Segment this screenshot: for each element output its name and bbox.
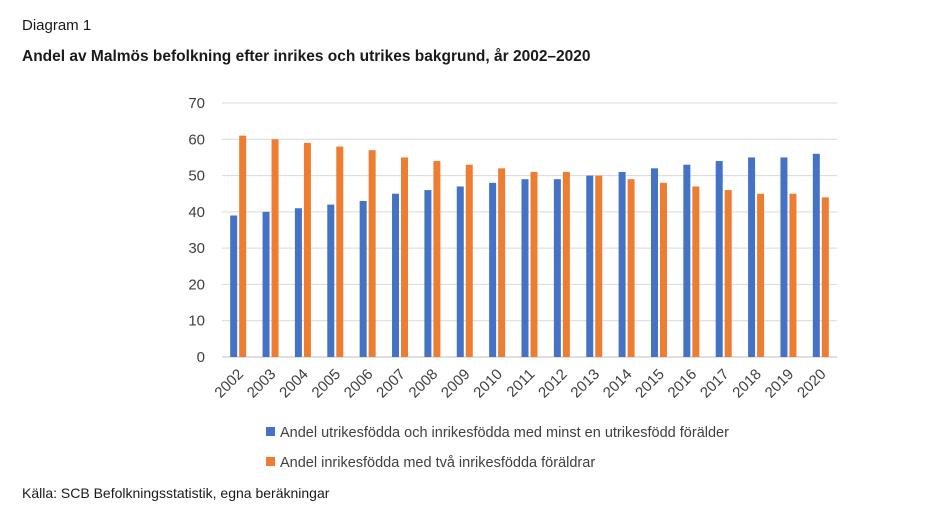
bar-foreign-background-2013 (586, 175, 594, 357)
gridlines (222, 102, 837, 358)
x-tick-label: 2018 (729, 366, 765, 402)
bar-foreign-background-2017 (715, 161, 723, 357)
legend-swatch (266, 457, 275, 466)
x-tick-label: 2007 (373, 366, 409, 402)
bar-foreign-background-2005 (327, 204, 335, 357)
x-tick-label: 2019 (762, 366, 798, 402)
x-tick-label: 2003 (244, 366, 280, 402)
x-tick-label: 2017 (697, 366, 733, 402)
x-tick-label: 2005 (308, 366, 344, 402)
y-tick-label: 50 (188, 168, 205, 185)
y-tick-label: 0 (197, 349, 205, 366)
bar-foreign-background-2010 (489, 182, 497, 357)
y-tick-label: 60 (188, 131, 205, 148)
bar-foreign-background-2018 (748, 157, 756, 357)
y-tick-label: 20 (188, 276, 205, 293)
bar-swedish-background-2007 (401, 157, 409, 357)
bar-swedish-background-2004 (303, 142, 311, 357)
bar-foreign-background-2016 (683, 164, 691, 357)
y-axis-ticks: 0 10 20 30 40 50 60 70 (188, 95, 205, 366)
legend: Andel utrikesfödda och inrikesfödda med … (266, 425, 729, 471)
bar-foreign-background-2008 (424, 190, 432, 357)
bar-foreign-background-2019 (780, 157, 788, 357)
bar-swedish-background-2020 (821, 197, 829, 357)
y-tick-label: 10 (188, 313, 205, 330)
x-tick-label: 2020 (794, 366, 830, 402)
bar-foreign-background-2012 (553, 179, 561, 357)
source-note: Källa: SCB Befolkningsstatistik, egna be… (22, 485, 330, 501)
bar-foreign-background-2006 (359, 200, 367, 357)
bar-foreign-background-2007 (392, 193, 400, 357)
bar-swedish-background-2012 (562, 171, 570, 357)
bar-foreign-background-2002 (230, 215, 238, 357)
bar-foreign-background-2009 (456, 186, 464, 357)
bar-foreign-background-2003 (262, 211, 270, 357)
chart-title: Andel av Malmös befolkning efter inrikes… (22, 48, 591, 65)
y-tick-label: 30 (188, 240, 205, 257)
x-tick-label: 2013 (567, 366, 603, 402)
bar-foreign-background-2014 (618, 171, 626, 357)
x-tick-label: 2011 (503, 366, 538, 401)
bar-swedish-background-2002 (239, 135, 247, 357)
x-tick-label: 2016 (665, 366, 701, 402)
x-tick-label: 2004 (276, 366, 312, 402)
figure-label: Diagram 1 (22, 17, 92, 34)
bar-swedish-background-2010 (498, 168, 506, 357)
bar-swedish-background-2018 (757, 193, 765, 357)
x-tick-label: 2012 (535, 366, 571, 402)
bars (230, 135, 829, 357)
bar-foreign-background-2011 (521, 179, 529, 357)
y-tick-label: 40 (188, 204, 205, 221)
x-axis-ticks: 2002200320042005200620072008200920102011… (211, 366, 829, 402)
bar-foreign-background-2004 (294, 208, 302, 357)
bar-swedish-background-2016 (692, 186, 700, 357)
bar-swedish-background-2017 (724, 190, 732, 357)
bar-swedish-background-2008 (433, 161, 441, 357)
x-tick-label: 2009 (438, 366, 474, 402)
bar-swedish-background-2006 (368, 150, 376, 357)
legend-label: Andel inrikesfödda med två inrikesfödda … (280, 455, 595, 471)
bar-chart: 0 10 20 30 40 50 60 70 200220032004200520062007… (188, 95, 837, 471)
x-tick-label: 2008 (406, 366, 442, 402)
bar-swedish-background-2019 (789, 193, 797, 357)
bar-swedish-background-2015 (659, 182, 667, 357)
x-tick-label: 2002 (211, 366, 247, 402)
x-tick-label: 2006 (341, 366, 377, 402)
bar-foreign-background-2020 (812, 153, 820, 357)
y-tick-label: 70 (188, 95, 205, 112)
bar-swedish-background-2014 (627, 179, 635, 357)
bar-swedish-background-2013 (595, 175, 603, 357)
x-tick-label: 2010 (470, 366, 506, 402)
legend-label: Andel utrikesfödda och inrikesfödda med … (280, 425, 729, 441)
x-tick-label: 2015 (632, 366, 668, 402)
bar-swedish-background-2003 (271, 139, 279, 357)
bar-swedish-background-2011 (530, 171, 538, 357)
bar-foreign-background-2015 (650, 168, 658, 357)
x-tick-label: 2014 (600, 366, 636, 402)
bar-swedish-background-2005 (336, 146, 344, 357)
bar-swedish-background-2009 (465, 164, 473, 357)
legend-swatch (266, 427, 275, 436)
